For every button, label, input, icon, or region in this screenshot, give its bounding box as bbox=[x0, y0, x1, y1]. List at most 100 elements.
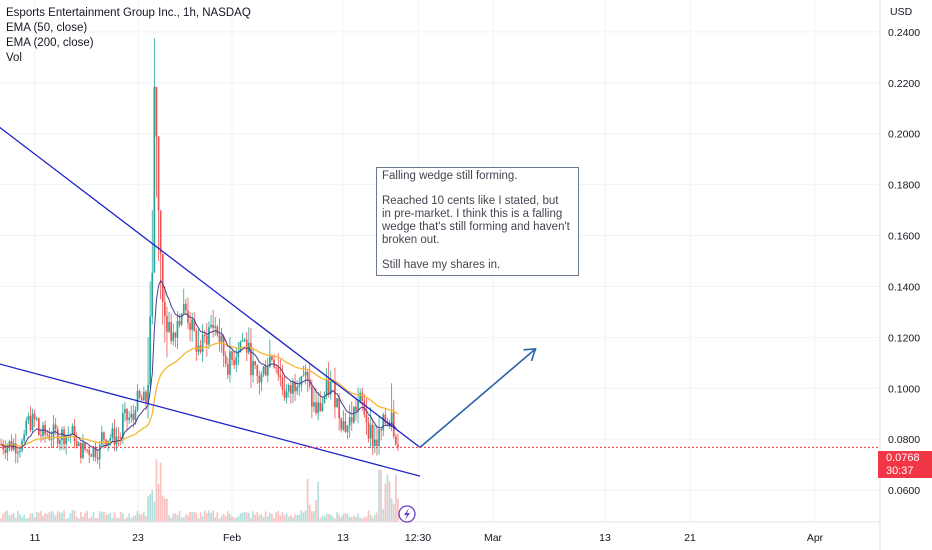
candle-body bbox=[395, 436, 397, 445]
candle-body bbox=[155, 86, 158, 137]
volume-bar bbox=[388, 481, 391, 522]
candle-body bbox=[365, 414, 368, 423]
volume-bar bbox=[350, 516, 353, 522]
candle-body bbox=[256, 365, 259, 376]
candle-body bbox=[113, 428, 116, 445]
x-tick-label: 11 bbox=[30, 532, 41, 544]
candle-body bbox=[222, 335, 225, 356]
bar-countdown: 30:37 bbox=[886, 465, 914, 477]
volume-bar bbox=[252, 511, 254, 522]
volume-bar bbox=[304, 510, 307, 522]
volume-bar bbox=[107, 514, 109, 522]
candle-body bbox=[210, 324, 212, 328]
volume-bar bbox=[136, 510, 139, 522]
volume-bar bbox=[208, 510, 210, 522]
volume-bar bbox=[306, 478, 309, 522]
volume-bar bbox=[8, 515, 11, 522]
volume-bar bbox=[157, 483, 160, 522]
volume-bar bbox=[124, 518, 126, 522]
candle-body bbox=[233, 359, 235, 365]
candle-body bbox=[296, 386, 298, 392]
candle-body bbox=[6, 446, 9, 453]
candle-body bbox=[212, 324, 214, 328]
volume-bar bbox=[277, 510, 280, 522]
volume-bar bbox=[256, 511, 259, 522]
volume-bar bbox=[42, 515, 44, 522]
volume-bar bbox=[327, 514, 330, 522]
candle-body bbox=[82, 442, 84, 458]
y-tick-label: 0.2000 bbox=[888, 129, 920, 141]
candle-body bbox=[243, 339, 246, 342]
candle-body bbox=[342, 421, 345, 430]
candle-body bbox=[334, 381, 336, 408]
ema50-line bbox=[0, 279, 399, 451]
volume-bar bbox=[170, 517, 172, 522]
volume-bar bbox=[260, 513, 263, 522]
volume-bar bbox=[50, 510, 53, 522]
volume-bar bbox=[241, 512, 244, 522]
volume-bar bbox=[313, 511, 315, 522]
volume-bar bbox=[6, 510, 9, 522]
y-tick-label: 0.0800 bbox=[888, 434, 920, 446]
candle-body bbox=[218, 334, 221, 342]
volume-bar bbox=[340, 516, 343, 522]
volume-bar bbox=[279, 515, 282, 522]
x-tick-label: Mar bbox=[484, 532, 503, 544]
legend-ema200[interactable]: EMA (200, close) bbox=[6, 37, 94, 49]
volume-bar bbox=[283, 515, 286, 522]
volume-bar bbox=[359, 517, 361, 522]
y-tick-label: 0.0600 bbox=[888, 485, 920, 497]
volume-bar bbox=[166, 498, 168, 522]
annotation-note[interactable]: Falling wedge still forming. Reached 10 … bbox=[376, 167, 579, 276]
legend-vol[interactable]: Vol bbox=[6, 52, 22, 64]
candle-body bbox=[187, 310, 189, 323]
candle-body bbox=[380, 429, 382, 431]
candle-body bbox=[132, 413, 135, 421]
candle-body bbox=[14, 443, 17, 454]
candle-body bbox=[304, 371, 307, 376]
volume-bar bbox=[353, 515, 355, 522]
volume-bar bbox=[273, 518, 275, 522]
currency-label[interactable]: USD bbox=[890, 6, 913, 18]
volume-bar bbox=[281, 511, 284, 522]
candle-body bbox=[50, 438, 53, 440]
volume-bar bbox=[237, 516, 240, 522]
volume-bar bbox=[12, 513, 15, 522]
candle-body bbox=[384, 414, 387, 424]
volume-bar bbox=[90, 517, 93, 522]
candle-body bbox=[195, 330, 198, 352]
candle-body bbox=[134, 410, 137, 421]
volume-bar bbox=[374, 514, 376, 522]
volume-bar bbox=[138, 514, 141, 522]
flash-icon[interactable] bbox=[398, 505, 416, 523]
candle-body bbox=[258, 375, 261, 383]
candle-body bbox=[392, 412, 395, 437]
candle-body bbox=[254, 361, 256, 366]
volume-bar bbox=[317, 481, 319, 522]
candle-body bbox=[42, 424, 44, 436]
candle-body bbox=[229, 351, 231, 375]
candle-body bbox=[264, 366, 267, 376]
candle-body bbox=[357, 401, 359, 412]
candle-body bbox=[336, 398, 338, 408]
volume-bar bbox=[149, 493, 151, 522]
candle-body bbox=[12, 443, 15, 450]
volume-bar bbox=[111, 518, 114, 522]
candle-body bbox=[103, 432, 105, 440]
volume-bar bbox=[344, 512, 347, 522]
candle-body bbox=[325, 379, 328, 396]
volume-bar bbox=[159, 462, 162, 522]
candle-body bbox=[73, 426, 76, 442]
volume-bar bbox=[308, 504, 311, 522]
candle-body bbox=[161, 253, 164, 302]
candle-body bbox=[376, 439, 378, 447]
candle-body bbox=[98, 444, 101, 460]
legend-title[interactable]: Esports Entertainment Group Inc., 1h, NA… bbox=[6, 7, 251, 19]
legend-ema50[interactable]: EMA (50, close) bbox=[6, 22, 88, 34]
candle-body bbox=[273, 359, 275, 368]
volume-bar bbox=[384, 483, 387, 522]
candle-body bbox=[208, 327, 210, 345]
candle-body bbox=[75, 441, 78, 447]
